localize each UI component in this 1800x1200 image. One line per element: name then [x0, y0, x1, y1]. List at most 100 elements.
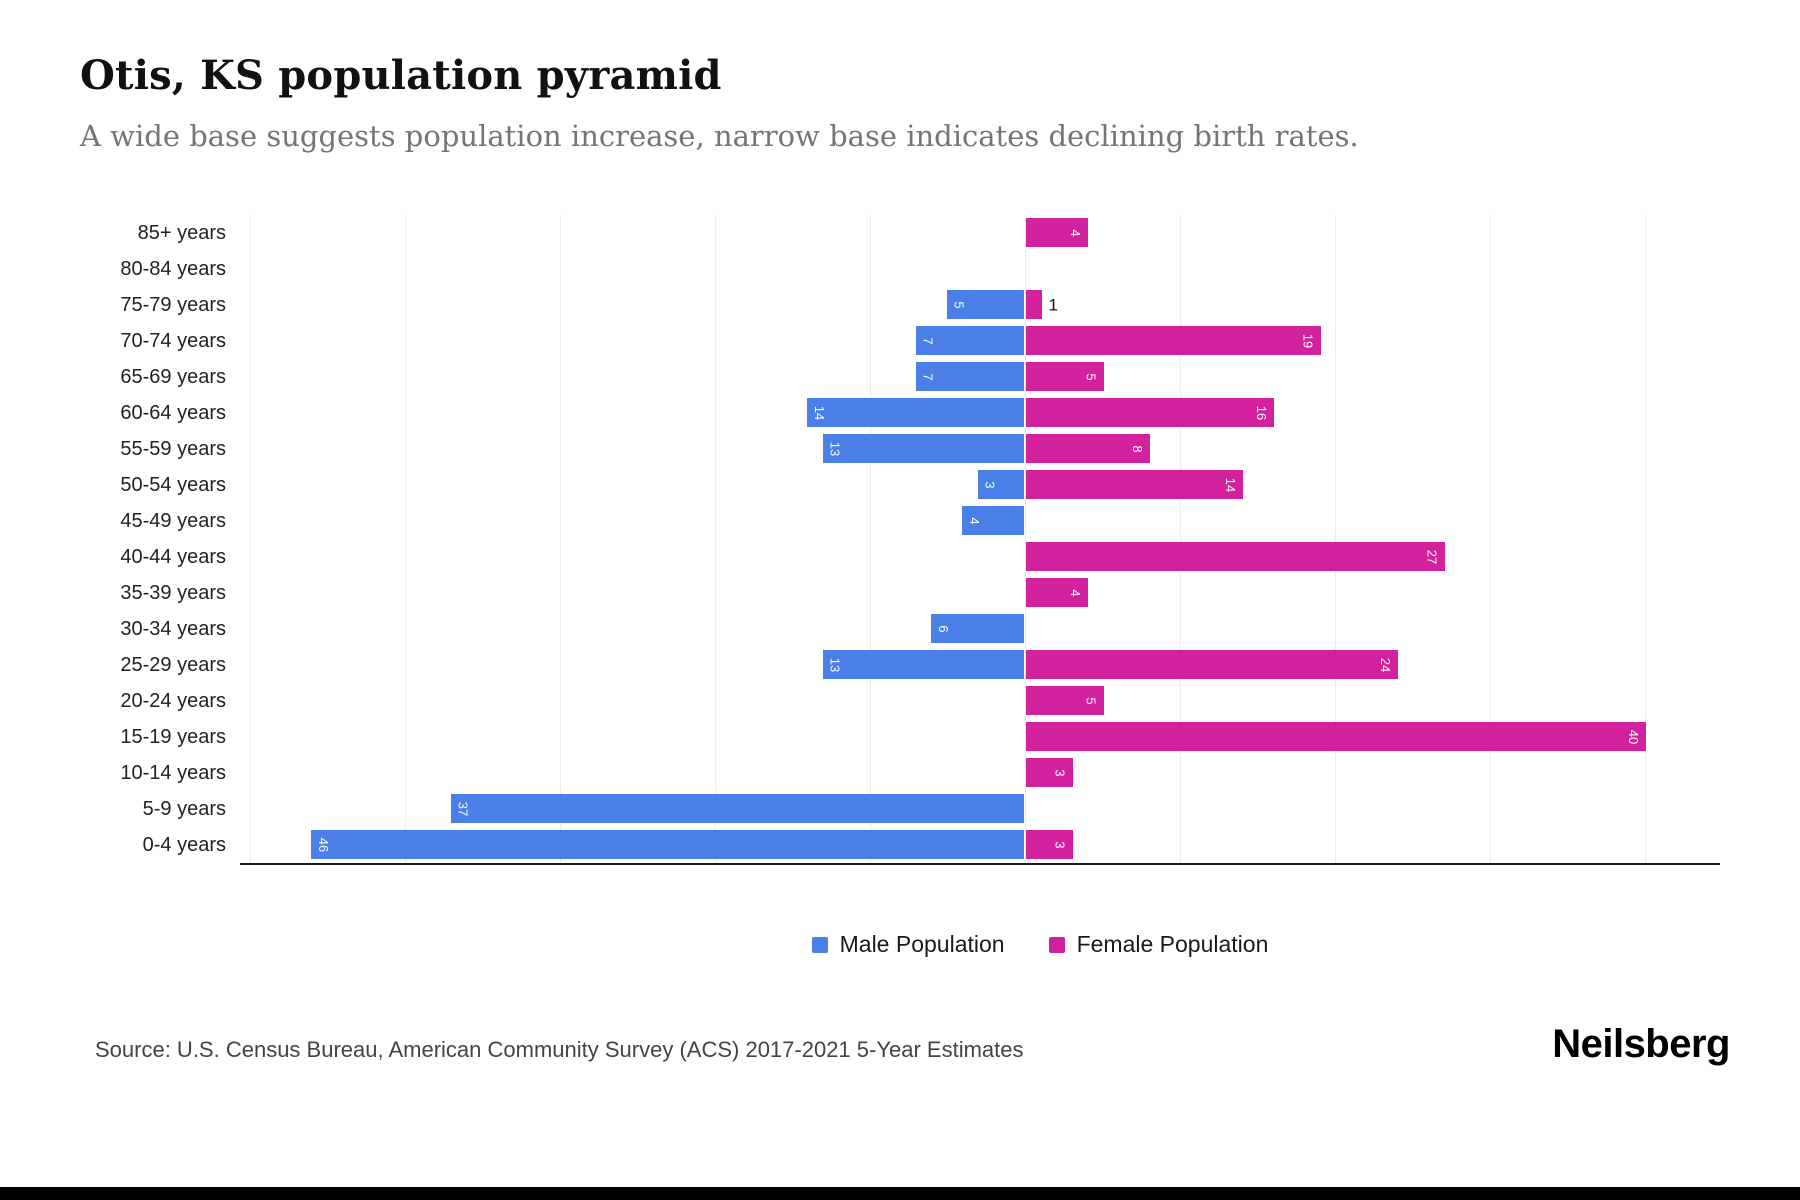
pyramid-row: 37 — [240, 791, 1720, 827]
female-bar: 24 — [1026, 650, 1398, 679]
gridline — [250, 215, 251, 863]
male-bar-value: 14 — [812, 405, 827, 420]
female-bar-value: 3 — [1052, 768, 1068, 777]
gridline — [1025, 215, 1026, 863]
legend-item-female: Female Population — [1048, 931, 1268, 958]
pyramid-row: 4 — [240, 575, 1720, 611]
pyramid-row: 3 — [240, 755, 1720, 791]
y-axis-label: 50-54 years — [120, 474, 226, 496]
y-axis-label: 45-49 years — [120, 510, 226, 532]
male-bar-value: 3 — [982, 480, 998, 489]
y-axis-label: 65-69 years — [120, 366, 226, 388]
pyramid-row: 14 16 — [240, 395, 1720, 431]
y-axis-label: 55-59 years — [120, 438, 226, 460]
female-bar-value: 14 — [1223, 477, 1238, 492]
female-bar-value: 16 — [1254, 405, 1269, 420]
y-axis-label: 0-4 years — [142, 834, 226, 856]
female-bar-value: 4 — [1068, 588, 1083, 597]
chart-footer: Source: U.S. Census Bureau, American Com… — [0, 1022, 1800, 1067]
neilsberg-logo: Neilsberg — [1552, 1022, 1730, 1066]
male-bar-value: 13 — [827, 657, 843, 672]
y-axis: 85+ years 80-84 years 75-79 years 70-74 yea… — [80, 215, 240, 865]
pyramid-row: 4 — [240, 503, 1720, 539]
female-bar-value: 1 — [1048, 295, 1058, 314]
female-bar: 3 — [1026, 758, 1073, 787]
y-axis-label: 10-14 years — [120, 762, 226, 784]
male-bar: 5 — [946, 290, 1024, 319]
female-bar-value: 27 — [1424, 549, 1440, 564]
y-axis-label: 70-74 years — [120, 330, 226, 352]
pyramid-row: 40 — [240, 719, 1720, 755]
pyramid-row: 46 3 — [240, 827, 1720, 863]
male-bar-value: 37 — [455, 801, 471, 816]
pyramid-row — [240, 251, 1720, 287]
male-bar: 7 — [915, 326, 1024, 355]
male-swatch-icon — [811, 936, 828, 953]
y-axis-label: 75-79 years — [120, 294, 226, 316]
y-axis-label: 5-9 years — [142, 798, 226, 820]
gridline — [560, 215, 561, 863]
y-axis-label: 25-29 years — [120, 654, 226, 676]
y-axis-label: 40-44 years — [120, 546, 226, 568]
male-bar: 37 — [450, 794, 1024, 823]
female-bar: 3 — [1026, 830, 1073, 859]
female-swatch-icon — [1048, 936, 1065, 953]
pyramid-row: 13 24 — [240, 647, 1720, 683]
y-axis-label: 85+ years — [137, 222, 226, 244]
male-bar-value: 5 — [951, 300, 967, 309]
female-bar: 4 — [1026, 578, 1088, 607]
male-bar-value: 4 — [967, 516, 982, 525]
gridlines — [240, 215, 1720, 863]
female-bar-value: 5 — [1083, 372, 1099, 381]
gridline — [870, 215, 871, 863]
y-axis-label: 20-24 years — [120, 690, 226, 712]
female-bar: 5 — [1026, 686, 1104, 715]
male-bar-value: 7 — [920, 372, 936, 381]
male-bar-value: 6 — [936, 624, 951, 633]
male-bar: 46 — [311, 830, 1024, 859]
female-bar: 40 — [1026, 722, 1646, 751]
legend-item-male: Male Population — [811, 931, 1005, 958]
female-bar-value: 5 — [1083, 696, 1099, 705]
pyramid-row: 27 — [240, 539, 1720, 575]
chart-title: Otis, KS population pyramid — [80, 52, 722, 99]
female-bar: 5 — [1026, 362, 1104, 391]
female-bar: 27 — [1026, 542, 1445, 571]
male-bar-value: 46 — [316, 837, 331, 852]
bottom-bar — [0, 1187, 1800, 1200]
gridline — [405, 215, 406, 863]
pyramid-row: 13 8 — [240, 431, 1720, 467]
population-pyramid-chart: 85+ years 80-84 years 75-79 years 70-74 yea… — [80, 215, 1740, 865]
source-text: Source: U.S. Census Bureau, American Com… — [95, 1037, 1024, 1062]
gridline — [715, 215, 716, 863]
y-axis-label: 15-19 years — [120, 726, 226, 748]
gridline — [1645, 215, 1646, 863]
male-bar: 4 — [962, 506, 1024, 535]
female-bar: 19 — [1026, 326, 1321, 355]
y-axis-label: 60-64 years — [120, 402, 226, 424]
female-bar-value: 8 — [1130, 444, 1145, 453]
plot-area: 4 5 1 7 19 7 5 14 16 13 8 3 14 4 27 4 6 13 24 5 40 3 37 46 3 — [240, 215, 1720, 865]
gridline — [1490, 215, 1491, 863]
female-bar: 4 — [1026, 218, 1088, 247]
y-axis-label: 35-39 years — [120, 582, 226, 604]
female-bar: 14 — [1026, 470, 1243, 499]
male-bar: 13 — [822, 434, 1024, 463]
gridline — [1180, 215, 1181, 863]
female-bar-value: 3 — [1052, 840, 1068, 849]
male-bar: 7 — [915, 362, 1024, 391]
female-bar-value: 19 — [1300, 333, 1316, 348]
pyramid-row: 3 14 — [240, 467, 1720, 503]
chart-header: Otis, KS population pyramid A wide base … — [0, 0, 1800, 153]
male-bar: 3 — [977, 470, 1024, 499]
male-bar: 13 — [822, 650, 1024, 679]
male-bar-value: 7 — [920, 336, 936, 345]
y-axis-label: 30-34 years — [120, 618, 226, 640]
pyramid-row: 4 — [240, 215, 1720, 251]
pyramid-row: 7 19 — [240, 323, 1720, 359]
female-bar-value: 40 — [1626, 729, 1641, 744]
female-bar: 8 — [1026, 434, 1150, 463]
